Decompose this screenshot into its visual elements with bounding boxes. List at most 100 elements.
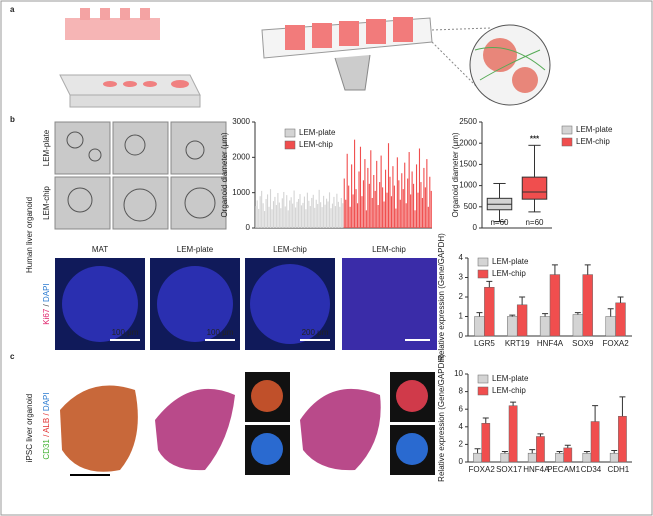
error-bar — [529, 449, 536, 454]
bar — [536, 436, 545, 463]
bar — [396, 157, 398, 228]
bar — [364, 159, 366, 228]
bar — [393, 185, 395, 228]
bar — [283, 191, 285, 228]
bar — [418, 148, 421, 228]
stain-part: CD31 — [42, 439, 51, 460]
legend-swatch — [477, 257, 489, 267]
bar — [267, 194, 269, 228]
micrographs — [54, 121, 227, 230]
scale-bar-label: 200 μm — [302, 328, 329, 337]
legend-label: LEM-plate — [492, 257, 529, 266]
legend-swatch — [477, 269, 489, 279]
x-tick-label: HNF4A — [523, 465, 550, 474]
micro-label: LEM-plate — [42, 129, 51, 166]
error-bar — [611, 450, 618, 454]
bar — [563, 447, 573, 463]
error-bar — [607, 308, 614, 317]
bar — [374, 190, 376, 228]
x-tick-label: SOX9 — [572, 339, 594, 348]
bar — [411, 171, 413, 228]
panel-label: c — [10, 352, 15, 361]
bar — [318, 189, 320, 228]
error-bar — [519, 296, 526, 305]
bar — [331, 203, 334, 228]
bar — [312, 194, 314, 228]
bar — [333, 196, 335, 228]
error-bar — [592, 405, 599, 422]
bar — [315, 199, 317, 228]
error-bar — [584, 264, 591, 275]
stain-part: / — [42, 302, 51, 309]
bar — [555, 452, 564, 463]
bar — [410, 194, 412, 228]
bar — [314, 207, 316, 228]
bar — [356, 203, 359, 228]
bar — [395, 208, 397, 228]
bar — [284, 206, 286, 228]
bar — [382, 187, 384, 228]
bar — [376, 160, 378, 228]
legend-label: LEM-chip — [492, 269, 526, 278]
bar — [582, 452, 592, 463]
y-tick-label: 0 — [246, 223, 251, 232]
error-bar — [474, 448, 481, 454]
legend-swatch — [561, 125, 573, 135]
bar — [286, 195, 288, 228]
bar — [262, 203, 264, 228]
bar — [474, 316, 485, 337]
bar — [349, 206, 351, 228]
error-bar — [574, 312, 581, 315]
bar — [481, 423, 491, 463]
bar — [352, 194, 354, 228]
scale-bar-label: 100 μm — [112, 328, 139, 337]
y-tick-label: 8 — [459, 387, 464, 396]
bar — [408, 152, 410, 228]
bar — [605, 316, 616, 337]
bar — [321, 207, 323, 228]
bar — [405, 203, 407, 228]
bar — [473, 452, 482, 463]
bar — [255, 206, 257, 228]
bar — [259, 196, 261, 228]
bar — [330, 208, 332, 228]
x-tick-label: FOXA2 — [602, 339, 629, 348]
bar — [265, 199, 267, 228]
legend-label: LEM-plate — [576, 125, 613, 134]
y-axis-label: Relative expression (Gene/GAPDH) — [437, 354, 446, 482]
legend-label: LEM-plate — [299, 128, 336, 137]
bar — [351, 164, 353, 228]
stain-part: Ki67 — [42, 308, 51, 325]
y-tick-label: 0 — [459, 457, 464, 466]
y-axis-label: Organoid diameter (μm) — [451, 132, 460, 217]
x-tick-label: SOX17 — [496, 465, 522, 474]
bar — [290, 197, 292, 228]
y-tick-label: 1000 — [459, 181, 477, 190]
bar — [269, 189, 272, 228]
bar — [258, 208, 260, 228]
bar — [355, 189, 357, 228]
bar — [271, 209, 273, 228]
y-tick-label: 10 — [454, 369, 463, 378]
x-tick-label: PECAM1 — [547, 465, 580, 474]
bar — [320, 202, 322, 228]
y-tick-label: 6 — [459, 404, 464, 413]
x-tick-label: CD34 — [581, 465, 602, 474]
bar — [420, 182, 422, 228]
bar — [392, 166, 394, 228]
bar — [303, 196, 305, 228]
bar — [361, 196, 363, 228]
bar — [424, 187, 426, 228]
bar — [527, 452, 537, 463]
bar — [274, 196, 276, 228]
bar — [413, 183, 415, 228]
bar — [354, 139, 356, 228]
bar — [590, 421, 600, 463]
bar — [484, 287, 495, 337]
stain-part: DAPI — [42, 392, 51, 411]
legend-swatch — [561, 137, 573, 147]
error-bar — [583, 450, 590, 454]
bar — [261, 190, 263, 228]
stain-part: DAPI — [42, 283, 51, 302]
